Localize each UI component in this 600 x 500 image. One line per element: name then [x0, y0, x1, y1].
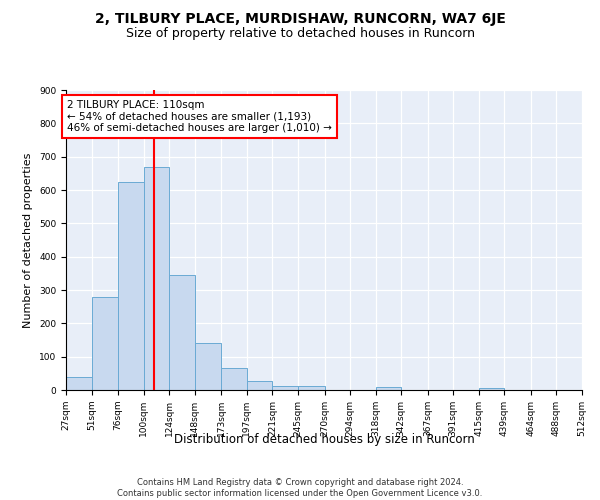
Text: Distribution of detached houses by size in Runcorn: Distribution of detached houses by size … [173, 432, 475, 446]
Bar [479, 388, 505, 390]
Text: Size of property relative to detached houses in Runcorn: Size of property relative to detached ho… [125, 28, 475, 40]
Bar [143, 168, 169, 390]
Text: 2, TILBURY PLACE, MURDISHAW, RUNCORN, WA7 6JE: 2, TILBURY PLACE, MURDISHAW, RUNCORN, WA… [95, 12, 505, 26]
Bar [247, 381, 272, 390]
Bar [272, 386, 298, 390]
Text: Contains HM Land Registry data © Crown copyright and database right 2024.
Contai: Contains HM Land Registry data © Crown c… [118, 478, 482, 498]
Bar [298, 386, 325, 390]
Bar [221, 368, 247, 390]
Bar [66, 376, 92, 390]
Bar [195, 342, 221, 390]
Bar [169, 275, 195, 390]
Text: 2 TILBURY PLACE: 110sqm
← 54% of detached houses are smaller (1,193)
46% of semi: 2 TILBURY PLACE: 110sqm ← 54% of detache… [67, 100, 332, 133]
Y-axis label: Number of detached properties: Number of detached properties [23, 152, 34, 328]
Bar [118, 182, 143, 390]
Bar [376, 386, 401, 390]
Bar [92, 296, 118, 390]
